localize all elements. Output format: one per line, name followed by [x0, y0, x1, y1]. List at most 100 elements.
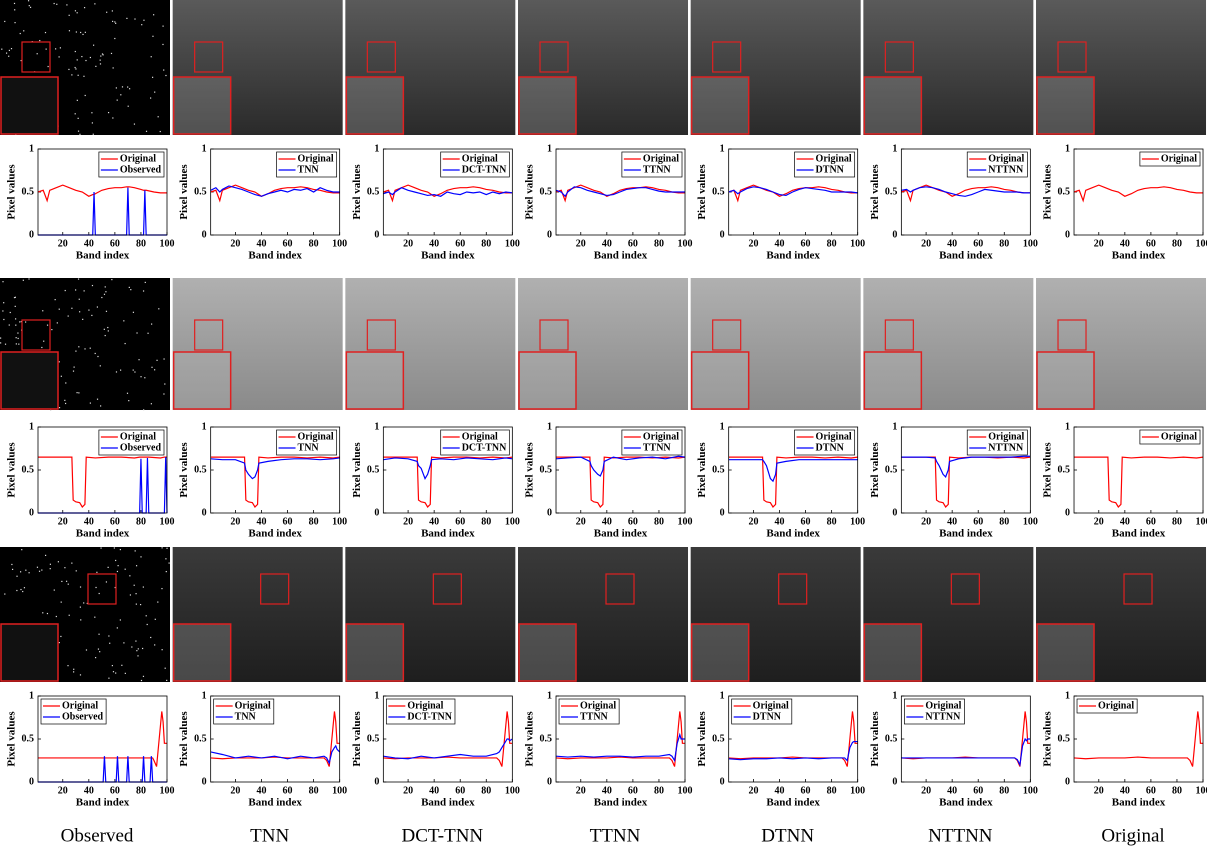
y-axis-label: Pixel values: [869, 442, 881, 498]
x-tick-label: 100: [850, 785, 865, 796]
noise-dot: [144, 281, 146, 284]
noise-dot: [144, 377, 146, 379]
y-axis-label: Pixel values: [696, 442, 708, 498]
noise-dot: [2, 310, 4, 312]
noise-dot: [128, 400, 130, 402]
noise-dot: [161, 649, 163, 651]
noise-dot: [115, 371, 118, 373]
x-axis-label: Band index: [1112, 797, 1166, 809]
x-tick-label: 40: [602, 238, 612, 249]
noise-dot: [154, 644, 156, 646]
axes-box: [37, 148, 168, 236]
zoom-box: [712, 319, 742, 351]
legend-box: [440, 151, 510, 178]
noise-dot: [4, 20, 6, 23]
noise-dot: [129, 594, 132, 596]
noise-dot: [14, 296, 17, 298]
x-axis-label: Band index: [594, 250, 648, 262]
noise-dot: [54, 299, 56, 301]
noise-dot: [77, 74, 79, 76]
legend-label: Original: [62, 700, 98, 711]
y-tick-label: 1: [202, 143, 207, 154]
x-axis-label: Band index: [248, 250, 302, 262]
image: [1036, 278, 1207, 410]
x-tick-label: 100: [505, 785, 520, 796]
y-tick-label: 0: [202, 229, 207, 240]
noise-dot: [101, 296, 103, 299]
y-axis-label: Pixel values: [1042, 164, 1054, 220]
legend-label: DTNN: [816, 442, 845, 453]
y-tick-label: 1: [720, 421, 725, 432]
noise-dot: [16, 575, 18, 577]
legend-label: Original: [753, 700, 789, 711]
series-line: [1073, 184, 1204, 203]
image: [1036, 0, 1207, 135]
noise-dot: [75, 289, 77, 291]
y-tick-label: 1: [547, 690, 552, 701]
noise-dot: [15, 343, 17, 345]
zoom-inset: [345, 623, 405, 682]
x-tick-label: 40: [602, 516, 612, 527]
y-tick-label: 0: [547, 229, 552, 240]
zoom-inset: [0, 351, 59, 410]
noise-dot: [36, 566, 39, 568]
x-tick-label: 20: [230, 785, 240, 796]
noise-dot: [157, 601, 159, 603]
x-tick-label: 40: [429, 516, 439, 527]
zoom-inset: [0, 76, 59, 135]
x-tick-label: 80: [481, 238, 491, 249]
x-tick-label: 40: [774, 785, 784, 796]
noise-dot: [107, 326, 109, 329]
noise-dot: [9, 311, 11, 314]
image: [863, 0, 1034, 135]
x-axis-label: Band index: [766, 250, 820, 262]
noise-dot: [107, 330, 109, 332]
noise-dot: [20, 588, 22, 591]
y-tick-label: 1: [202, 690, 207, 701]
noise-dot: [85, 649, 88, 651]
image: [863, 278, 1034, 410]
noise-dot: [75, 350, 77, 352]
x-tick-label: 40: [947, 785, 957, 796]
y-tick-label: 1: [1065, 421, 1070, 432]
x-tick-label: 40: [429, 785, 439, 796]
noise-dot: [89, 402, 91, 404]
y-tick-label: 0.5: [194, 733, 207, 744]
noise-dot: [19, 32, 21, 35]
x-tick-label: 80: [1172, 238, 1182, 249]
x-tick-label: 20: [230, 238, 240, 249]
noise-dot: [73, 668, 75, 670]
legend-label: Original: [1161, 153, 1197, 164]
x-tick-label: 60: [1146, 238, 1156, 249]
noise-dot: [43, 340, 45, 342]
x-tick-label: 20: [58, 785, 68, 796]
noise-dot: [10, 48, 13, 50]
zoom-box: [950, 573, 980, 605]
x-tick-label: 20: [576, 516, 586, 527]
legend-label: Original: [988, 431, 1024, 442]
series-line: [37, 184, 167, 203]
y-tick-label: 0.5: [22, 186, 35, 197]
noise-dot: [74, 50, 76, 53]
noise-dot: [86, 602, 88, 605]
noise-dot: [135, 640, 137, 642]
legend-label: Original: [298, 153, 334, 164]
noise-dot: [132, 311, 135, 313]
noise-dot: [129, 88, 131, 90]
x-tick-label: 60: [973, 238, 983, 249]
image: [345, 278, 516, 410]
legend-label: Observed: [62, 711, 104, 722]
series-line: [383, 457, 513, 480]
legend-label: Original: [298, 431, 334, 442]
x-tick-label: 100: [332, 516, 347, 527]
noise-dot: [111, 10, 113, 12]
noise-dot: [116, 99, 118, 101]
x-tick-label: 80: [309, 238, 319, 249]
axes-box: [382, 695, 513, 783]
noise-dot: [108, 677, 110, 679]
noise-dot: [82, 318, 84, 320]
noise-dot: [147, 332, 149, 334]
